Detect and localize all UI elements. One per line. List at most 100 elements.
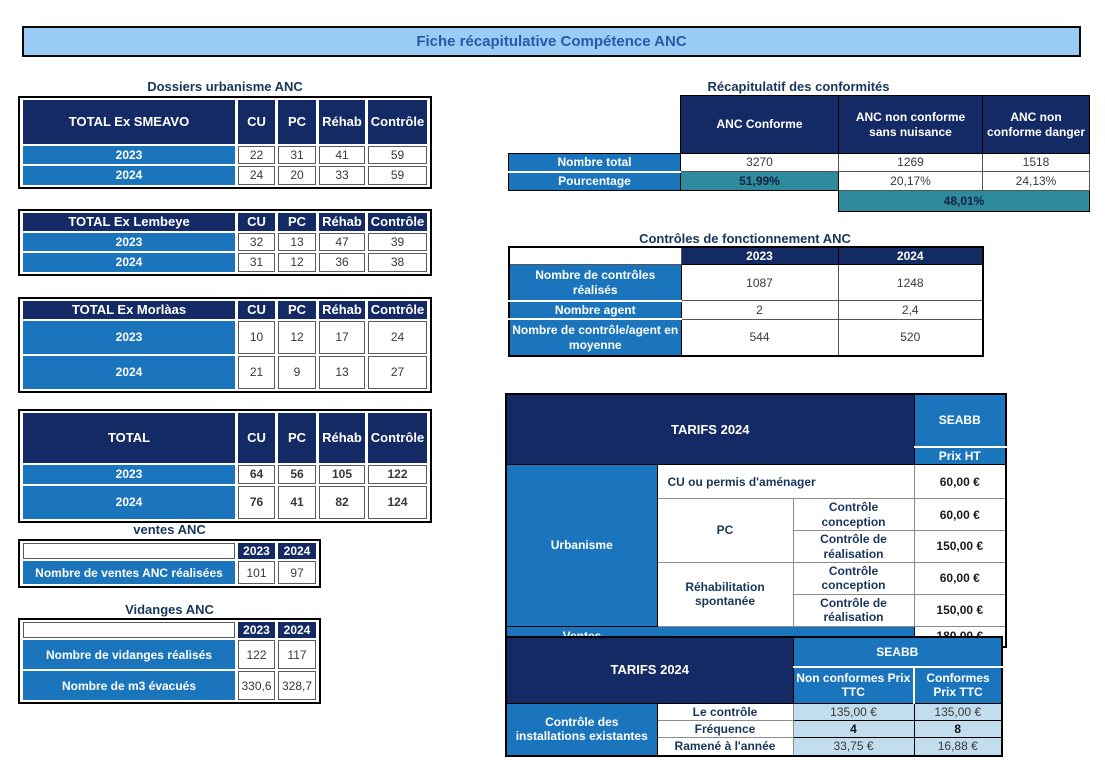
value-cell: 36 (319, 253, 365, 272)
table-header-row: 2023 2024 (23, 622, 316, 639)
section-title-vidanges: Vidanges ANC (125, 602, 214, 617)
value-cell: 32 (238, 233, 275, 252)
group-label: Urbanisme (505, 464, 658, 627)
value-cell: 17 (319, 321, 365, 354)
value-cell: 520 (837, 318, 984, 357)
row-label: 2023 (23, 146, 235, 165)
row-label: Nombre total (508, 153, 681, 173)
table-row: 2024 21 9 13 27 (23, 356, 427, 389)
table-row: 2023 22 31 41 59 (23, 146, 427, 165)
row-label: Le contrôle (656, 702, 794, 721)
table-row: Nombre de contrôles réalisés 1087 1248 (508, 264, 984, 302)
value-cell: 59 (368, 146, 427, 165)
table-row: Nombre de ventes ANC réalisées 101 97 (23, 561, 316, 585)
value-cell: 97 (278, 561, 316, 585)
price-cell: 150,00 € (913, 593, 1007, 627)
row-label: Nombre de contrôle/agent en moyenne (508, 318, 682, 357)
value-cell: 122 (368, 465, 427, 484)
value-cell: 41 (319, 146, 365, 165)
value-cell: 41 (278, 486, 316, 519)
table-total: TOTAL CU PC Réhab Contrôle 2023 64 56 10… (18, 409, 432, 523)
value-cell: 24 (238, 166, 275, 185)
value-cell: 24 (368, 321, 427, 354)
price-cell: 150,00 € (913, 530, 1007, 563)
year-header: 2024 (278, 543, 316, 560)
year-header: 2023 (680, 246, 839, 266)
row-label: Nombre de vidanges réalisés (23, 640, 235, 670)
column-header: PC (278, 213, 316, 231)
page-title-bar: Fiche récapitulative Compétence ANC (22, 26, 1081, 57)
table-title-cell: TOTAL Ex Morlàas (23, 301, 235, 319)
row-label: Nombre de ventes ANC réalisées (23, 561, 235, 585)
value-cell: 1248 (837, 264, 984, 302)
value-cell: 24,13% (982, 171, 1090, 191)
value-cell: 10 (238, 321, 275, 354)
table-vidanges-anc: 2023 2024 Nombre de vidanges réalisés 12… (18, 618, 321, 705)
column-header: Réhab (319, 213, 365, 231)
org-header: SEABB (913, 393, 1007, 448)
value-cell: 117 (278, 640, 316, 670)
table-row: Ramené à l'année 33,75 € 16,88 € (506, 737, 1003, 757)
column-header: ANC non conforme danger (982, 95, 1090, 154)
value-cell: 122 (238, 640, 275, 670)
value-cell: 135,00 € (792, 702, 915, 721)
value-cell: 2 (680, 300, 839, 320)
table-header-row: TOTAL Ex Morlàas CU PC Réhab Contrôle (23, 301, 427, 319)
table-total-ex-smeavo: TOTAL Ex SMEAVO CU PC Réhab Contrôle 202… (18, 96, 432, 189)
table-row: 2023 10 12 17 24 (23, 321, 427, 354)
table-row: Nombre total 3270 1269 1518 (508, 153, 1090, 173)
row-label: Pourcentage (508, 171, 681, 191)
table-total-ex-morlaas: TOTAL Ex Morlàas CU PC Réhab Contrôle 20… (18, 297, 432, 393)
value-cell: 105 (319, 465, 365, 484)
value-cell: 47 (319, 233, 365, 252)
value-cell: 31 (278, 146, 316, 165)
column-header: ANC non conforme sans nuisance (838, 95, 983, 154)
row-label: 2024 (23, 356, 235, 389)
price-cell: 60,00 € (913, 464, 1007, 500)
table-row: Pourcentage 51,99% 20,17% 24,13% (508, 171, 1090, 191)
table-row: 2024 24 20 33 59 (23, 166, 427, 185)
column-header: CU (238, 413, 275, 463)
value-cell: 12 (278, 253, 316, 272)
column-header: Contrôle (368, 100, 427, 144)
section-title-dossiers-urbanisme: Dossiers urbanisme ANC (147, 79, 303, 94)
sub-row-label: Contrôle de réalisation (792, 530, 915, 563)
table-tarifs-prix-ht: TARIFS 2024 SEABB Prix HT Urbanisme CU o… (505, 393, 1008, 649)
value-cell: 544 (680, 318, 839, 357)
table-title-cell: TARIFS 2024 (505, 393, 915, 466)
value-cell: 13 (278, 233, 316, 252)
row-label: 2023 (23, 321, 235, 354)
price-cell: 60,00 € (913, 561, 1007, 595)
value-cell: 59 (368, 166, 427, 185)
row-label: 2024 (23, 486, 235, 519)
blank-cell (509, 96, 681, 154)
table-header-row: 2023 2024 (508, 246, 984, 266)
year-header: 2023 (238, 543, 275, 560)
table-row: Fréquence 4 8 (506, 719, 1003, 739)
table-header-row: TOTAL CU PC Réhab Contrôle (23, 413, 427, 463)
row-label: PC (656, 498, 794, 563)
row-label: Nombre de m3 évacués (23, 671, 235, 701)
value-cell: 31 (238, 253, 275, 272)
value-cell: 76 (238, 486, 275, 519)
table-row: Contrôle des installations existantes Le… (505, 702, 1003, 757)
value-cell: 21 (238, 356, 275, 389)
value-cell: 1087 (680, 264, 839, 302)
section-title-ventes: ventes ANC (133, 522, 206, 537)
column-header: PC (278, 301, 316, 319)
table-row: 2023 32 13 47 39 (23, 233, 427, 252)
section-title-fonctionnement: Contrôles de fonctionnement ANC (639, 231, 851, 246)
year-header: 2023 (238, 622, 275, 639)
value-cell: 33,75 € (792, 737, 915, 757)
value-cell: 9 (278, 356, 316, 389)
value-cell: 82 (319, 486, 365, 519)
table-row: Contrôle de réalisation 150,00 € (506, 593, 1007, 627)
table-row: Urbanisme CU ou permis d'aménager 60,00 … (505, 464, 1007, 627)
table-title-cell: TOTAL Ex SMEAVO (23, 100, 235, 144)
column-header: Contrôle (368, 413, 427, 463)
row-label: Réhabilitation spontanée (656, 561, 794, 627)
value-cell-highlight: 51,99% (680, 171, 839, 191)
row-label: Nombre agent (508, 300, 682, 321)
value-cell: 56 (278, 465, 316, 484)
